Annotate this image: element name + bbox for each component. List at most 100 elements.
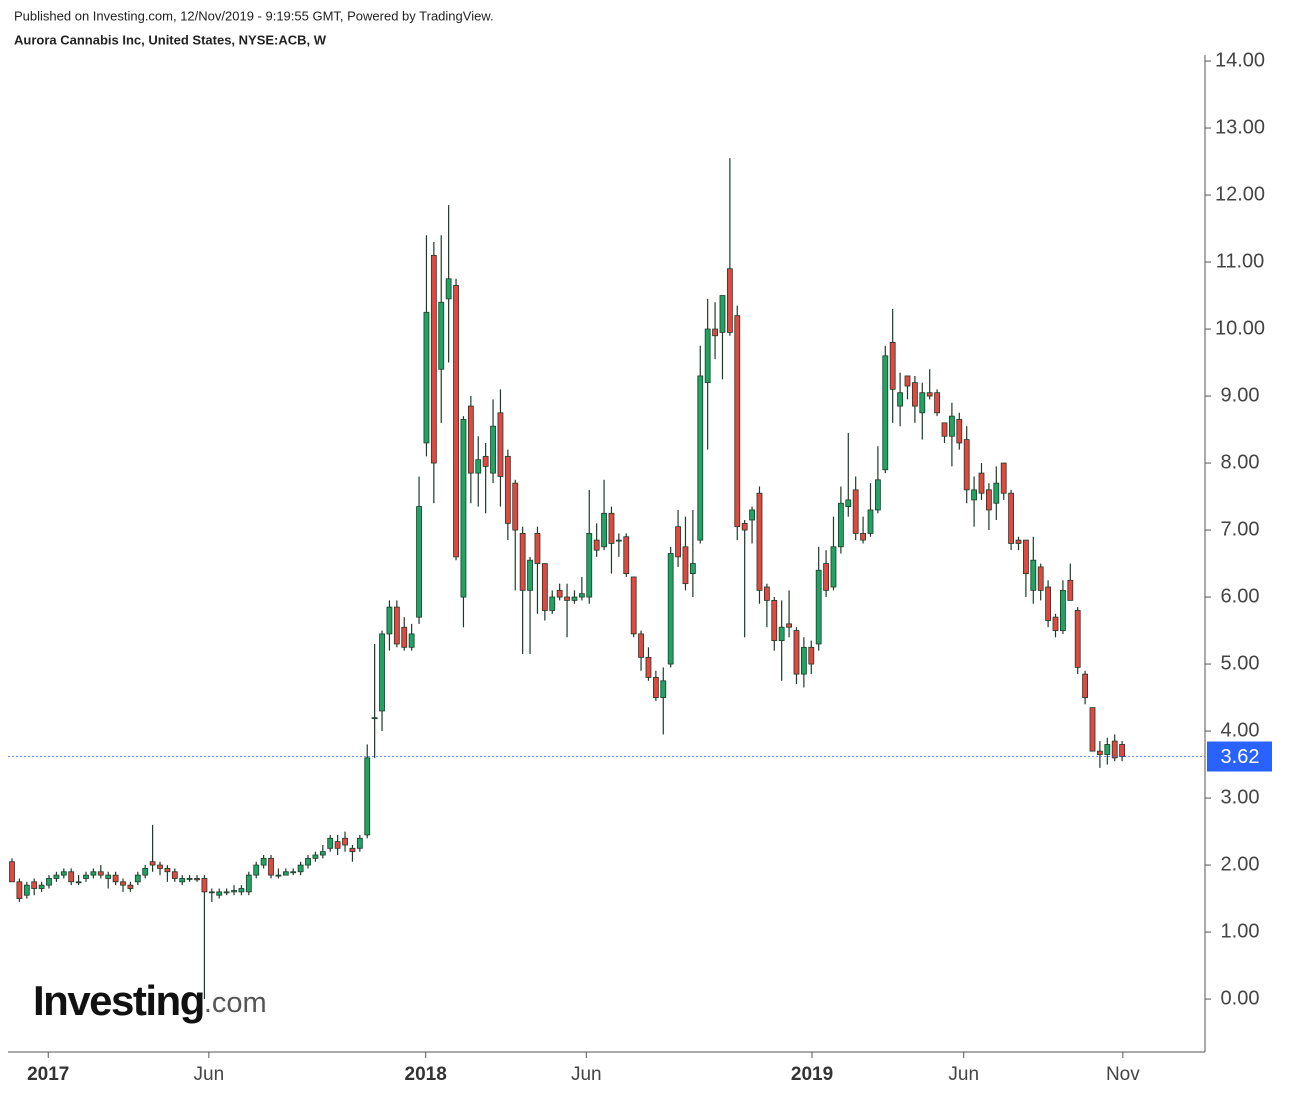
candle-body [675,526,681,558]
candle-body [971,489,977,501]
candle-body [356,837,363,849]
y-tick-label: 7.00 [1221,518,1260,540]
candle-body [771,600,778,642]
candle-body [120,881,126,886]
candle-body [749,509,755,521]
candle-body [504,455,511,524]
candle-body [682,546,689,585]
x-tick-label: 2019 [791,1064,833,1085]
x-tick-label: Jun [948,1064,979,1085]
candle-body [490,425,496,474]
candle-body [993,482,1000,504]
candle-body [134,874,141,883]
candle-body [1074,610,1081,668]
candle-body [586,532,593,598]
candle-body [231,890,237,893]
candle-body [75,881,82,884]
candle-body [1037,566,1044,591]
x-tick-label: Jun [571,1064,602,1085]
x-tick-label: 2017 [27,1064,69,1085]
candle-body [786,623,792,628]
candle-body [919,392,926,414]
candle-body [216,891,223,896]
candle-body [556,589,563,598]
candle-body [312,854,319,859]
candle-body [386,606,393,635]
candle-body [97,871,104,876]
candle-body [157,864,163,869]
candle-body [660,680,667,698]
candle-body [652,677,659,698]
candle-body [527,559,533,591]
candle-body [904,375,911,387]
candle-body [874,479,881,511]
candle-body [934,392,940,414]
candle-body [290,871,297,874]
candle-body [1082,673,1089,698]
candle-body [578,593,585,598]
candle-body [978,472,985,494]
last-price-badge [1207,741,1272,772]
candle-body [845,499,852,507]
candle-body [438,301,445,370]
candle-body [689,563,696,575]
candle-body [9,861,15,883]
candle-body [83,874,89,879]
y-tick-label: 1.00 [1221,920,1260,942]
candle-body [342,837,348,846]
candle-body [208,891,215,894]
candle-body [926,392,933,397]
candle-body [704,328,711,384]
candle-body [430,254,437,464]
candle-body [741,522,748,531]
candle-body [948,415,955,437]
candle-body [623,536,630,575]
candle-body [697,375,704,541]
candle-body [963,439,970,491]
candle-body [423,311,430,444]
candle-body [534,532,541,564]
candle-body [334,841,341,849]
candle-body [1030,559,1037,591]
candle-body [31,881,38,889]
chart-title: Aurora Cannabis Inc, United States, NYSE… [14,32,327,47]
candle-body [60,871,67,876]
candle-body [260,857,267,866]
candle-body [305,857,311,866]
candle-body [956,419,963,444]
candle-body [453,285,459,558]
candle-body [467,405,474,474]
y-tick-label: 13.00 [1215,116,1265,138]
candle-body [1067,579,1074,601]
x-tick-label: Jun [194,1064,225,1085]
candle-body [638,633,644,658]
source-note: Published on Investing.com, 12/Nov/2019 … [14,8,494,23]
candle-body [379,633,385,712]
candle-body [564,596,570,601]
candle-body [571,596,578,601]
candle-body [860,532,866,541]
candle-body [223,891,230,894]
candle-body [16,881,23,899]
y-tick-label: 8.00 [1221,451,1260,473]
candle-body [408,633,415,648]
candle-body [541,563,548,611]
candle-body [149,861,156,866]
candle-body [38,884,45,889]
y-tick-label: 9.00 [1221,384,1260,406]
candle-body [127,884,134,889]
candle-body [726,268,733,333]
candle-body [112,874,119,883]
candle-body [549,596,556,611]
candle-body [1008,492,1014,544]
candle-body [282,871,289,876]
candle-body [171,871,178,879]
candle-body [105,874,112,879]
candle-body [1000,462,1007,494]
candle-body [297,864,304,873]
candle-body [46,878,52,886]
candle-body [401,626,408,648]
candle-body [593,539,600,551]
candle-body [889,342,896,390]
